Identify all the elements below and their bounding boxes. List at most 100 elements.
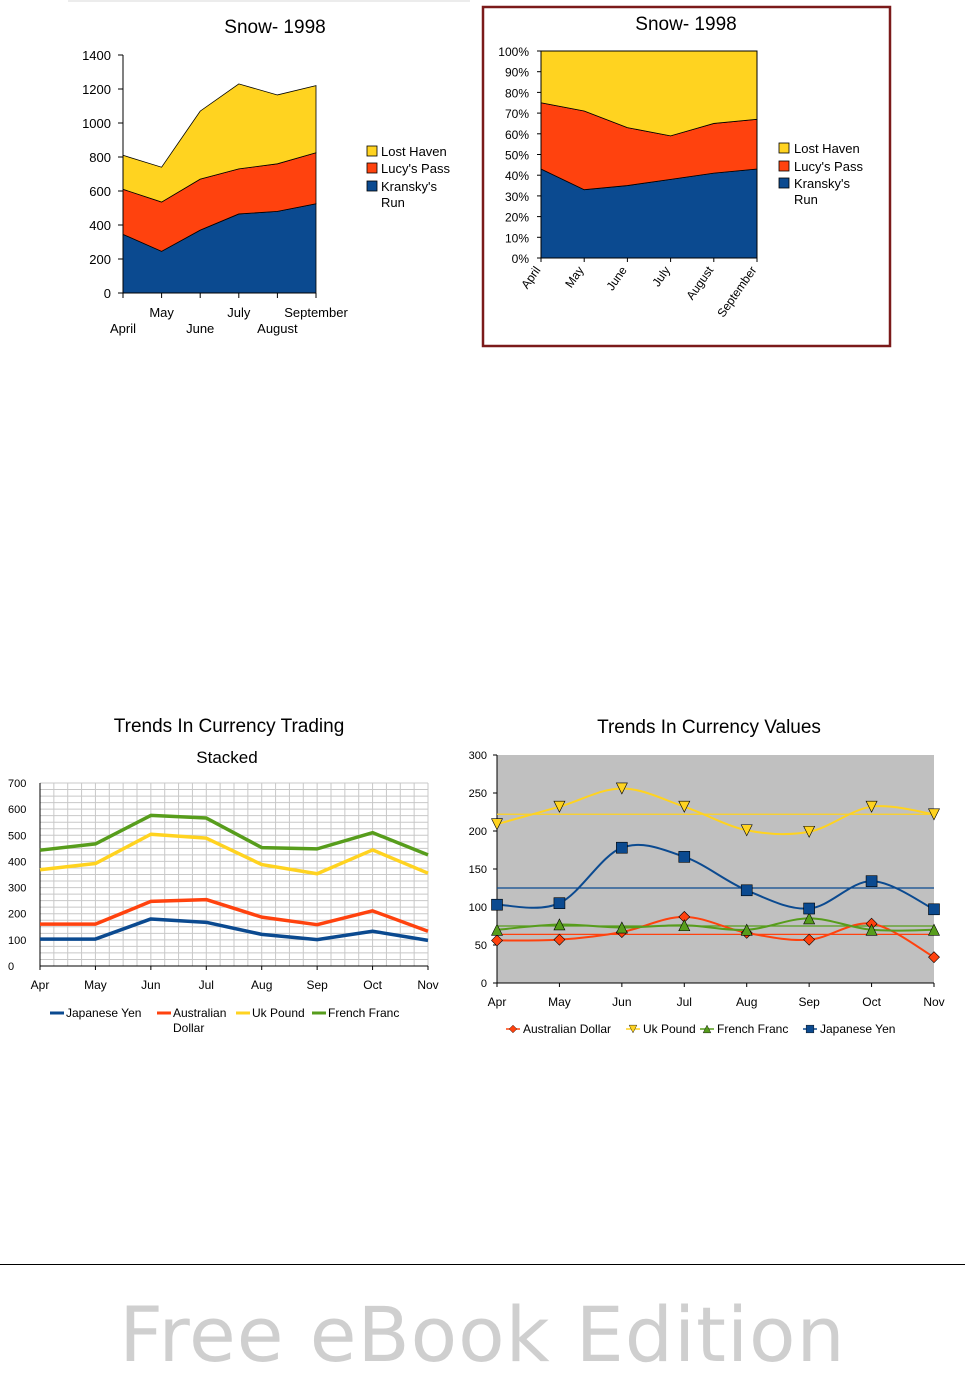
y-tick-label: 70% — [505, 107, 529, 121]
x-tick-label: Aug — [251, 978, 272, 992]
x-tick-label: Jul — [199, 978, 214, 992]
data-point-french-franc — [740, 923, 753, 936]
legend-label: Run — [794, 192, 818, 207]
y-tick-label: 300 — [8, 883, 26, 895]
x-tick-label: June — [186, 321, 214, 336]
legend-label: Uk Pound — [643, 1022, 696, 1036]
y-tick-label: 150 — [469, 864, 487, 876]
legend-swatch-french-franc — [702, 1024, 712, 1034]
y-tick-label: 0 — [481, 978, 487, 990]
series-line-uk-pound — [496, 787, 935, 836]
data-point-japanese-yen — [740, 884, 753, 897]
data-point-australian-dollar — [928, 951, 940, 964]
data-point-uk-pound — [928, 808, 940, 821]
y-tick-label: 80% — [505, 86, 529, 100]
legend-label: French Franc — [328, 1006, 399, 1020]
y-tick-label: 40% — [505, 169, 529, 183]
x-tick-label: Nov — [417, 978, 438, 992]
y-tick-label: 250 — [469, 788, 487, 800]
series-line-japanese-yen — [496, 843, 935, 911]
x-tick-label: Jun — [141, 978, 160, 992]
plot-area — [497, 755, 934, 983]
x-tick-label: Nov — [923, 995, 944, 1009]
data-point-french-franc — [928, 923, 940, 936]
x-tick-label: April — [110, 321, 136, 336]
y-tick-label: 1200 — [82, 82, 111, 97]
data-point-japanese-yen — [803, 902, 815, 915]
legend-swatch-lucy-s-pass — [778, 160, 790, 172]
data-point-australian-dollar — [803, 933, 816, 946]
chart-currency-values: Trends In Currency Values 0 50 100 150 200 250… — [469, 717, 945, 1036]
y-tick-label: 0 — [104, 286, 111, 301]
y-tick-label: 500 — [8, 830, 26, 842]
data-point-uk-pound — [803, 825, 816, 838]
chart-snow-percent: Snow- 1998 0% 10% 20% 30% 40% 50% 60% 70% 80% 90% 1… — [481, 5, 892, 348]
legend-label: Kransky's — [381, 179, 437, 194]
legend-label: Japanese Yen — [820, 1022, 895, 1036]
chart-title: Trends In Currency Values — [597, 717, 821, 738]
data-point-french-franc — [678, 919, 691, 932]
x-tick-label: Oct — [363, 978, 382, 992]
x-tick-label: May — [84, 978, 107, 992]
legend-swatch-lost-haven — [778, 142, 790, 154]
chart-subtitle: Stacked — [196, 748, 257, 767]
data-point-uk-pound — [615, 782, 628, 795]
x-tick-label: Aug — [736, 995, 757, 1009]
charts-canvas: Snow- 19980200400600800100012001400April… — [8, 0, 945, 1036]
y-tick-label: 200 — [8, 909, 26, 921]
x-tick-label: July — [227, 305, 251, 320]
x-tick-label: Apr — [488, 995, 507, 1009]
chart-title: Snow- 1998 — [635, 14, 736, 35]
legend-swatch-kransky-s-run — [778, 177, 790, 189]
legend-label: Lost Haven — [794, 141, 860, 156]
data-point-french-franc — [491, 923, 503, 936]
y-tick-label: 20% — [505, 211, 529, 225]
legend-label: Run — [381, 195, 405, 210]
data-point-french-franc — [615, 921, 628, 934]
y-tick-label: 700 — [8, 778, 26, 790]
legend-label: Japanese Yen — [66, 1006, 141, 1020]
data-point-japanese-yen — [928, 903, 940, 916]
legend-label: Kransky's — [794, 176, 850, 191]
legend-swatch-australian-dollar — [508, 1024, 518, 1034]
legend-label: Uk Pound — [252, 1006, 305, 1020]
chart-title: Snow- 1998 — [224, 17, 325, 38]
x-tick-label: September — [284, 305, 348, 320]
footer-divider — [0, 1264, 965, 1265]
series-line-french-franc — [39, 813, 429, 857]
legend-swatch-japanese-yen — [805, 1024, 815, 1034]
x-tick-label: Sep — [798, 995, 820, 1009]
x-tick-label: August — [683, 263, 716, 302]
selection-border — [481, 5, 892, 348]
x-tick-label: Apr — [31, 978, 50, 992]
y-tick-label: 60% — [505, 128, 529, 142]
y-tick-label: 0 — [8, 961, 14, 973]
x-tick-label: Sep — [306, 978, 328, 992]
data-point-french-franc — [865, 923, 878, 936]
plot-frame — [540, 50, 758, 259]
x-tick-label: April — [518, 264, 543, 292]
data-point-australian-dollar — [491, 934, 503, 947]
legend-label: Australian Dollar — [523, 1022, 611, 1036]
y-tick-label: 200 — [89, 252, 111, 267]
y-tick-label: 30% — [505, 190, 529, 204]
chart-title: Trends In Currency Trading — [114, 716, 345, 737]
series-line-japanese-yen — [40, 917, 429, 943]
y-tick-label: 1400 — [82, 48, 111, 63]
legend-label: Lost Haven — [381, 144, 447, 159]
legend-swatch-uk-pound — [628, 1024, 638, 1034]
x-tick-label: May — [548, 995, 571, 1009]
legend-label: Lucy's Pass — [794, 159, 863, 174]
x-tick-label: Oct — [862, 995, 881, 1009]
y-tick-label: 100% — [498, 45, 529, 59]
data-point-japanese-yen — [865, 875, 878, 887]
series-line-uk-pound — [39, 832, 429, 876]
data-point-uk-pound — [678, 800, 691, 813]
y-tick-label: 100 — [8, 935, 26, 947]
chart-currency-trading: Trends In Currency Trading Stacked 0 100 200… — [8, 716, 439, 1035]
area-lost-haven — [122, 83, 317, 203]
data-point-uk-pound — [491, 818, 503, 831]
y-tick-label: 50% — [505, 149, 529, 163]
legend-swatch-lucy-s-pass — [366, 162, 378, 174]
legend-label: Dollar — [173, 1021, 204, 1035]
